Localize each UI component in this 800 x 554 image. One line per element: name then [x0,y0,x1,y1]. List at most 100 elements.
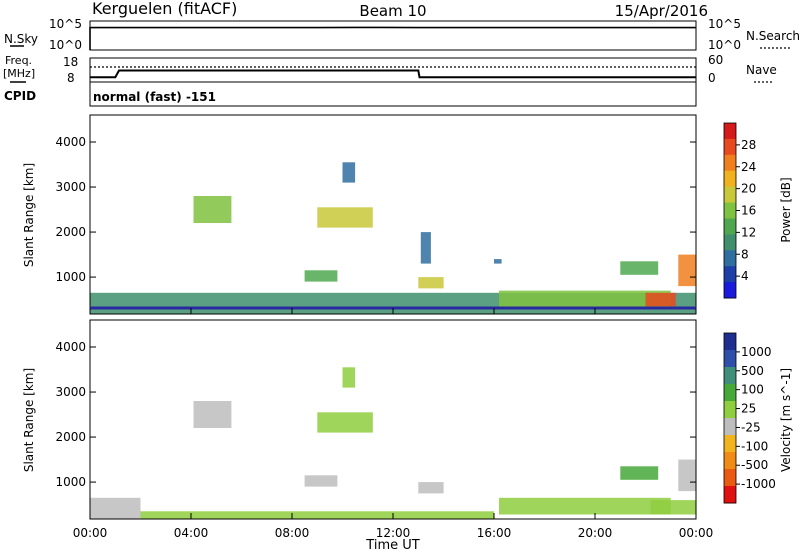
y-tick-label: 4000 [55,135,86,149]
noise-left-tick-high: 10^5 [49,17,82,31]
colorbar-swatch [724,170,736,188]
colorbar-tick-label: 24 [741,160,756,174]
freq-tick-low: 8 [67,71,75,85]
frequency-panel: Freq. [MHz] 18 8 60 0 Nave CPID normal (… [3,53,777,107]
colorbar-tick-label: 500 [741,364,764,378]
colorbar-swatch [724,401,736,419]
echo-region [420,232,431,264]
x-axis-label: Time UT [365,538,419,553]
beam-title: Beam 10 [359,2,426,20]
noise-left-label: N.Sky [4,32,38,46]
echo-region [342,162,356,183]
noise-right-tick-low: 10^0 [708,38,741,52]
y-tick-label: 2000 [55,225,86,239]
colorbar-swatch [724,333,736,351]
station-title: Kerguelen (fitACF) [92,0,237,18]
echo-region [193,401,232,428]
x-tick-label: 20:00 [578,526,613,540]
colorbar-tick-label: -25 [741,420,761,434]
echo-region [193,196,232,223]
velocity-colorbar: 1000 500 100 25 -25 -100 -500 -1000 Velocity [m… [723,332,793,504]
colorbar-swatch [724,266,736,283]
colorbar-tick-label: 28 [741,138,756,152]
x-tick-label: 16:00 [477,526,512,540]
date-title: 15/Apr/2016 [615,2,708,20]
power-panel: Slant Range [km] 1000 2000 3000 4000 [22,114,697,315]
y-tick-label: 3000 [55,180,86,194]
echo-region [499,497,671,515]
echo-region [678,459,696,492]
colorbar-swatch [724,138,736,156]
echo-region [304,475,338,487]
colorbar-tick-label: 12 [741,225,756,239]
y-tick-label: 1000 [55,270,86,284]
nave-tick-low: 0 [708,71,716,85]
cpid-value: normal (fast) -151 [93,90,216,104]
freq-label: Freq. [5,54,32,67]
freq-unit-label: [MHz] [3,67,35,80]
colorbar-tick-label: 16 [741,204,756,218]
y-tick-label: 2000 [55,430,86,444]
x-tick-label: 08:00 [275,526,310,540]
noise-right-label: N.Search [746,29,800,43]
colorbar-swatch [724,486,736,504]
echo-region [140,511,494,519]
echo-region [645,292,676,307]
colorbar-tick-label: 4 [741,269,749,283]
velocity-ylabel: Slant Range [km] [22,368,36,472]
colorbar-tick-label: 25 [741,402,756,416]
y-tick-label: 4000 [55,340,86,354]
noise-right-tick-high: 10^5 [708,17,741,31]
echo-region [620,466,659,480]
noise-left-tick-low: 10^0 [49,38,82,52]
power-ylabel: Slant Range [km] [22,163,36,267]
colorbar-swatch [724,186,736,203]
colorbar-swatch [724,452,736,470]
echo-region [494,259,502,264]
echo-region [418,277,444,289]
colorbar-tick-label: -1000 [741,477,776,491]
nave-tick-high: 60 [708,53,723,67]
x-tick-label: 00:00 [73,526,108,540]
colorbar-tick-label: 8 [741,247,749,261]
colorbar-swatch [724,202,736,219]
colorbar-swatch [724,418,736,436]
echo-region [499,290,671,309]
noise-panel: N.Sky 10^5 10^0 10^5 10^0 N.Search [4,17,800,52]
colorbar-swatch [724,282,736,299]
colorbar-swatch [724,350,736,368]
echo-region [678,254,696,287]
echo-region [304,270,338,282]
colorbar-tick-label: -100 [741,439,768,453]
x-tick-label: 12:00 [376,526,411,540]
colorbar-swatch [724,435,736,453]
y-tick-label: 1000 [55,475,86,489]
frequency-line [90,69,696,79]
y-tick-label: 3000 [55,385,86,399]
colorbar-swatch [724,367,736,385]
x-tick-label: 00:00 [679,526,714,540]
nave-label: Nave [746,63,777,77]
echo-region [317,412,373,433]
colorbar-tick-label: 1000 [741,345,772,359]
colorbar-swatch [724,384,736,402]
colorbar-swatch [724,218,736,235]
cpid-label: CPID [4,89,36,103]
velocity-panel: Slant Range [km] 1000 2000 3000 4000 00:00 0… [22,308,713,553]
echo-region [342,367,356,388]
echo-region [90,497,141,519]
echo-region [650,500,696,515]
power-colorbar: 28 24 20 16 12 8 4 Power [dB] [723,122,793,299]
freq-tick-high: 18 [63,55,78,69]
power-colorbar-label: Power [dB] [779,177,793,242]
colorbar-swatch [724,234,736,251]
x-tick-label: 04:00 [174,526,209,540]
echo-region [418,482,444,494]
colorbar-tick-label: 20 [741,182,756,196]
colorbar-swatch [724,250,736,267]
colorbar-swatch [724,469,736,487]
colorbar-tick-label: -500 [741,458,768,472]
colorbar-swatch [724,123,736,140]
colorbar-swatch [724,154,736,172]
